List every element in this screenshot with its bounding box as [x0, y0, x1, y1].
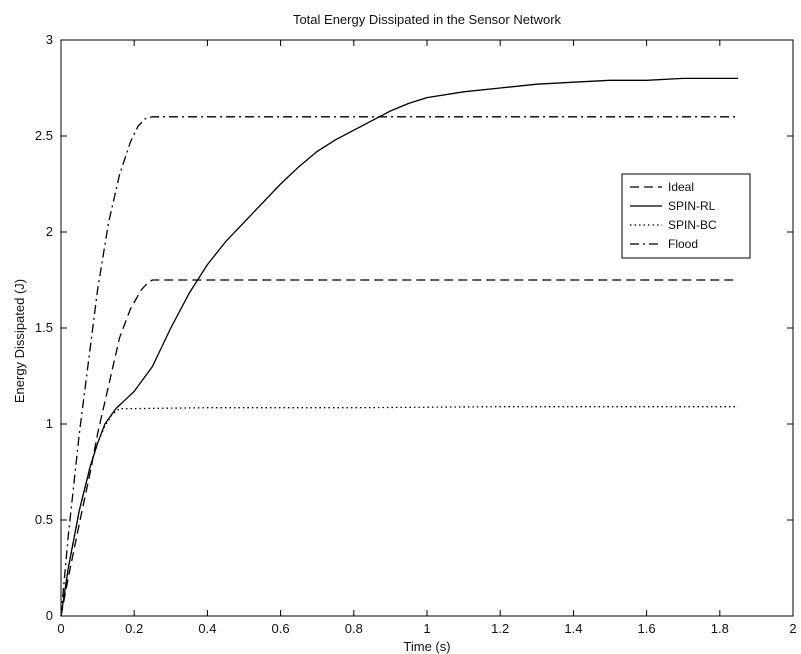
y-tick-label: 3 — [46, 32, 53, 47]
x-tick-label: 1 — [423, 621, 430, 636]
legend-label: SPIN-BC — [668, 218, 717, 232]
legend: Ideal SPIN-RL SPIN-BC Flood — [621, 173, 751, 259]
y-axis-label: Energy Dissipated (J) — [12, 279, 27, 403]
y-tick-label: 0 — [46, 608, 53, 623]
y-tick-label: 1 — [46, 416, 53, 431]
x-tick-label: 1.2 — [491, 621, 509, 636]
x-tick-label: 0 — [57, 621, 64, 636]
x-tick-label: 0.8 — [345, 621, 363, 636]
series-line-spin-bc — [60, 406, 739, 617]
series-line-ideal — [60, 279, 739, 617]
y-tick-label: 2 — [46, 224, 53, 239]
y-tick-label: 2.5 — [35, 128, 53, 143]
x-tick-label: 1.4 — [564, 621, 582, 636]
series-line-spin-rl — [60, 77, 739, 617]
legend-label: SPIN-RL — [668, 199, 716, 213]
x-tick-label: 2 — [789, 621, 796, 636]
x-tick-label: 1.8 — [711, 621, 729, 636]
x-tick-label: 1.6 — [638, 621, 656, 636]
y-tick-label: 1.5 — [35, 320, 53, 335]
x-axis-label: Time (s) — [403, 639, 450, 654]
chart-title: Total Energy Dissipated in the Sensor Ne… — [293, 12, 562, 27]
x-tick-label: 0.2 — [125, 621, 143, 636]
y-tick-label: 0.5 — [35, 512, 53, 527]
x-tick-label: 0.6 — [272, 621, 290, 636]
plot-area: 0 0.2 0.4 0.6 0.8 1 1.2 1.4 1.6 1.8 2 0 0.5 1 1.5 2 2.5 3 — [35, 32, 797, 636]
series-line-flood — [60, 116, 739, 617]
x-tick-label: 0.4 — [198, 621, 216, 636]
legend-label: Flood — [668, 237, 698, 251]
legend-label: Ideal — [668, 180, 694, 194]
